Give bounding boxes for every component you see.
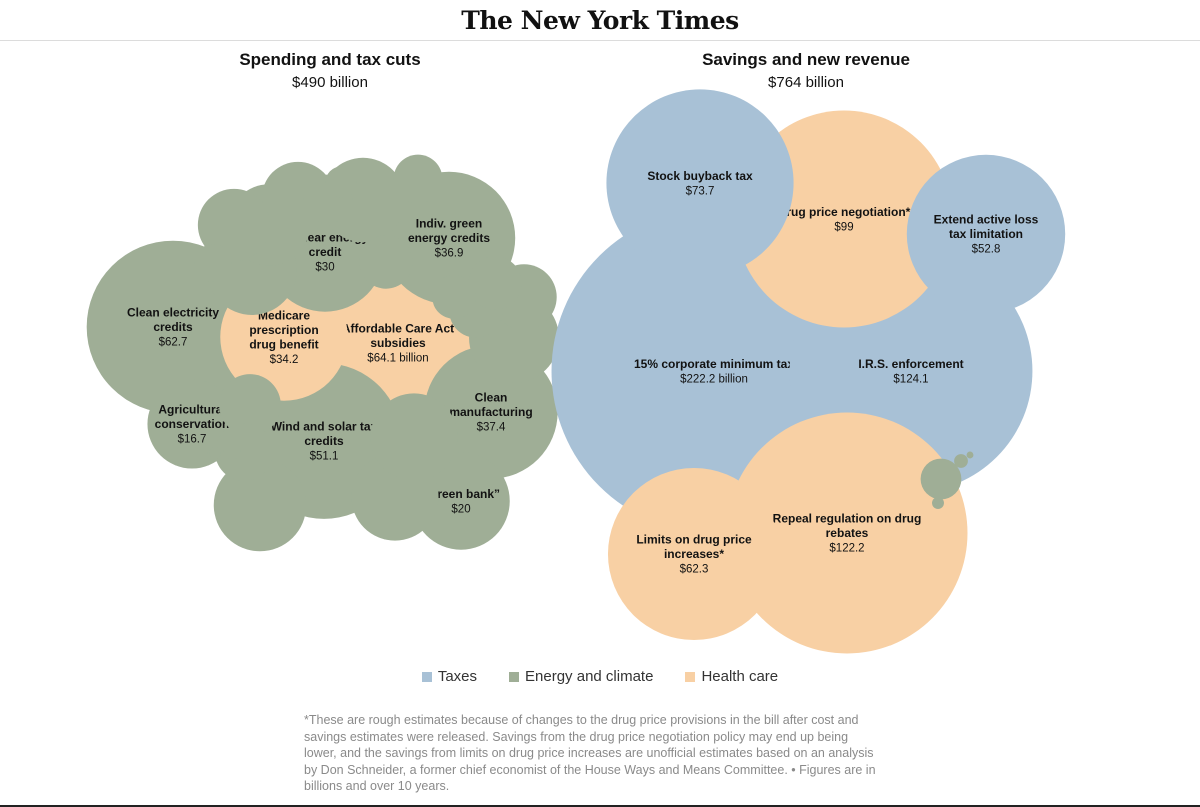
masthead[interactable]: The New York Times xyxy=(0,0,1200,41)
bubble-r3[interactable] xyxy=(651,481,667,497)
bubble-value-aca-subsidies: $64.1 billion xyxy=(367,353,428,365)
bubble-e23[interactable] xyxy=(209,447,221,459)
bubble-r5[interactable] xyxy=(932,497,944,509)
bubble-value-corp-min-tax: $222.2 billion xyxy=(680,373,748,385)
masthead-logo[interactable]: The New York Times xyxy=(461,6,739,35)
bubble-value-wind-solar: $51.1 xyxy=(310,451,339,463)
bubble-label-aca-subsidies: Affordable Care Act subsidies xyxy=(342,322,454,351)
legend-label-health: Health care xyxy=(701,668,779,685)
footnote: *These are rough estimates because of ch… xyxy=(304,713,876,793)
bubble-e15[interactable] xyxy=(468,256,522,310)
bubble-label-green-bank: “Green bank” xyxy=(422,487,500,501)
bubble-label-corp-min-tax: 15% corporate minimum tax xyxy=(634,357,794,371)
bubble-label-drug-negotiation: Drug price negotiation* xyxy=(778,205,911,219)
bubble-r4[interactable] xyxy=(954,454,968,468)
bubble-value-clean-manufacturing: $37.4 xyxy=(477,422,506,434)
bubble-e9[interactable] xyxy=(197,188,271,262)
legend-swatch-taxes xyxy=(421,671,432,682)
bubble-label-rebate-repeal: Repeal regulation on drug rebates xyxy=(773,512,922,541)
bubble-r1[interactable] xyxy=(920,458,962,500)
bubble-stock-buyback[interactable] xyxy=(606,89,794,277)
bubble-value-green-energy-credits: $36.9 xyxy=(435,248,464,260)
legend-item-energy: Energy and climate xyxy=(509,668,653,685)
legend-swatch-energy xyxy=(509,671,520,682)
spending-total: $490 billion xyxy=(292,74,368,91)
bubble-value-green-bank: $20 xyxy=(451,503,470,515)
bubble-label-clean-manufacturing: Clean manufacturing xyxy=(449,391,532,420)
bubble-label-irs-enforcement: I.R.S. enforcement xyxy=(858,357,963,371)
bubble-e14[interactable] xyxy=(359,235,413,289)
bubble-label-wind-solar: Wind and solar tax credits xyxy=(271,420,378,449)
bubble-e5[interactable] xyxy=(370,393,458,481)
bubble-value-stock-buyback: $73.7 xyxy=(686,185,715,197)
spending-title: Spending and tax cuts xyxy=(239,50,421,69)
bubble-e1[interactable] xyxy=(213,458,307,552)
savings-title: Savings and new revenue xyxy=(702,50,910,69)
bubble-e19[interactable] xyxy=(194,244,232,282)
legend-swatch-health xyxy=(685,671,696,682)
bubble-value-clean-electricity: $62.7 xyxy=(159,337,188,349)
bubble-active-loss[interactable] xyxy=(906,154,1066,314)
bubble-e11[interactable] xyxy=(219,374,281,436)
bubble-drug-price-limits[interactable] xyxy=(607,467,781,641)
bubble-label-medicare-drug: Medicare prescription drug benefit xyxy=(249,308,318,351)
bubble-label-green-energy-credits: Indiv. green energy credits xyxy=(408,217,490,246)
bubble-value-irs-enforcement: $124.1 xyxy=(893,373,928,385)
bubble-value-agri-conservation: $16.7 xyxy=(178,434,207,446)
bubble-value-medicare-drug: $34.2 xyxy=(270,354,299,366)
bubble-label-drug-price-limits: Limits on drug price increases* xyxy=(636,533,752,562)
spending-bubbles: Clean electricity credits $62.7 Affordable … xyxy=(86,154,559,552)
bubble-value-drug-price-limits: $62.3 xyxy=(680,564,709,576)
bubble-rebate-repeal[interactable] xyxy=(726,412,968,654)
spending-header: Spending and tax cuts $490 billion xyxy=(130,50,530,91)
bubble-label-stock-buyback: Stock buyback tax xyxy=(647,169,753,183)
bubble-value-nuclear: $30 xyxy=(315,262,334,274)
bubble-e18[interactable] xyxy=(432,275,476,319)
bubble-chart: Clean electricity credits $62.7 Affordable … xyxy=(86,89,1066,654)
bubble-value-drug-negotiation: $99 xyxy=(834,221,853,233)
legend-label-taxes: Taxes xyxy=(437,668,478,685)
bubble-r2[interactable] xyxy=(651,241,671,261)
bubble-e22[interactable] xyxy=(223,442,241,460)
bubble-label-active-loss: Extend active loss tax limitation xyxy=(934,213,1039,242)
savings-bubbles: 15% corporate minimum tax $222.2 billion I… xyxy=(551,89,1066,654)
bubble-value-rebate-repeal: $122.2 xyxy=(829,543,864,555)
savings-header: Savings and new revenue $764 billion xyxy=(606,50,1006,91)
bubble-e16[interactable] xyxy=(393,154,443,204)
bubble-value-active-loss: $52.8 xyxy=(972,244,1001,256)
bubble-e20[interactable] xyxy=(325,166,357,198)
legend-item-taxes: Taxes xyxy=(421,668,478,685)
legend-item-health: Health care xyxy=(685,668,778,685)
bubble-green-bank[interactable] xyxy=(412,452,510,550)
legend: Taxes Energy and climate Health care xyxy=(0,668,1200,685)
legend-label-energy: Energy and climate xyxy=(525,668,654,685)
bubble-e12[interactable] xyxy=(215,423,273,481)
bubble-r6[interactable] xyxy=(966,451,974,459)
bubble-label-agri-conservation: Agricultural conservation xyxy=(155,403,230,432)
bubble-label-clean-electricity: Clean electricity credits xyxy=(127,306,219,335)
savings-total: $764 billion xyxy=(768,74,844,91)
bottom-rule xyxy=(0,805,1200,807)
